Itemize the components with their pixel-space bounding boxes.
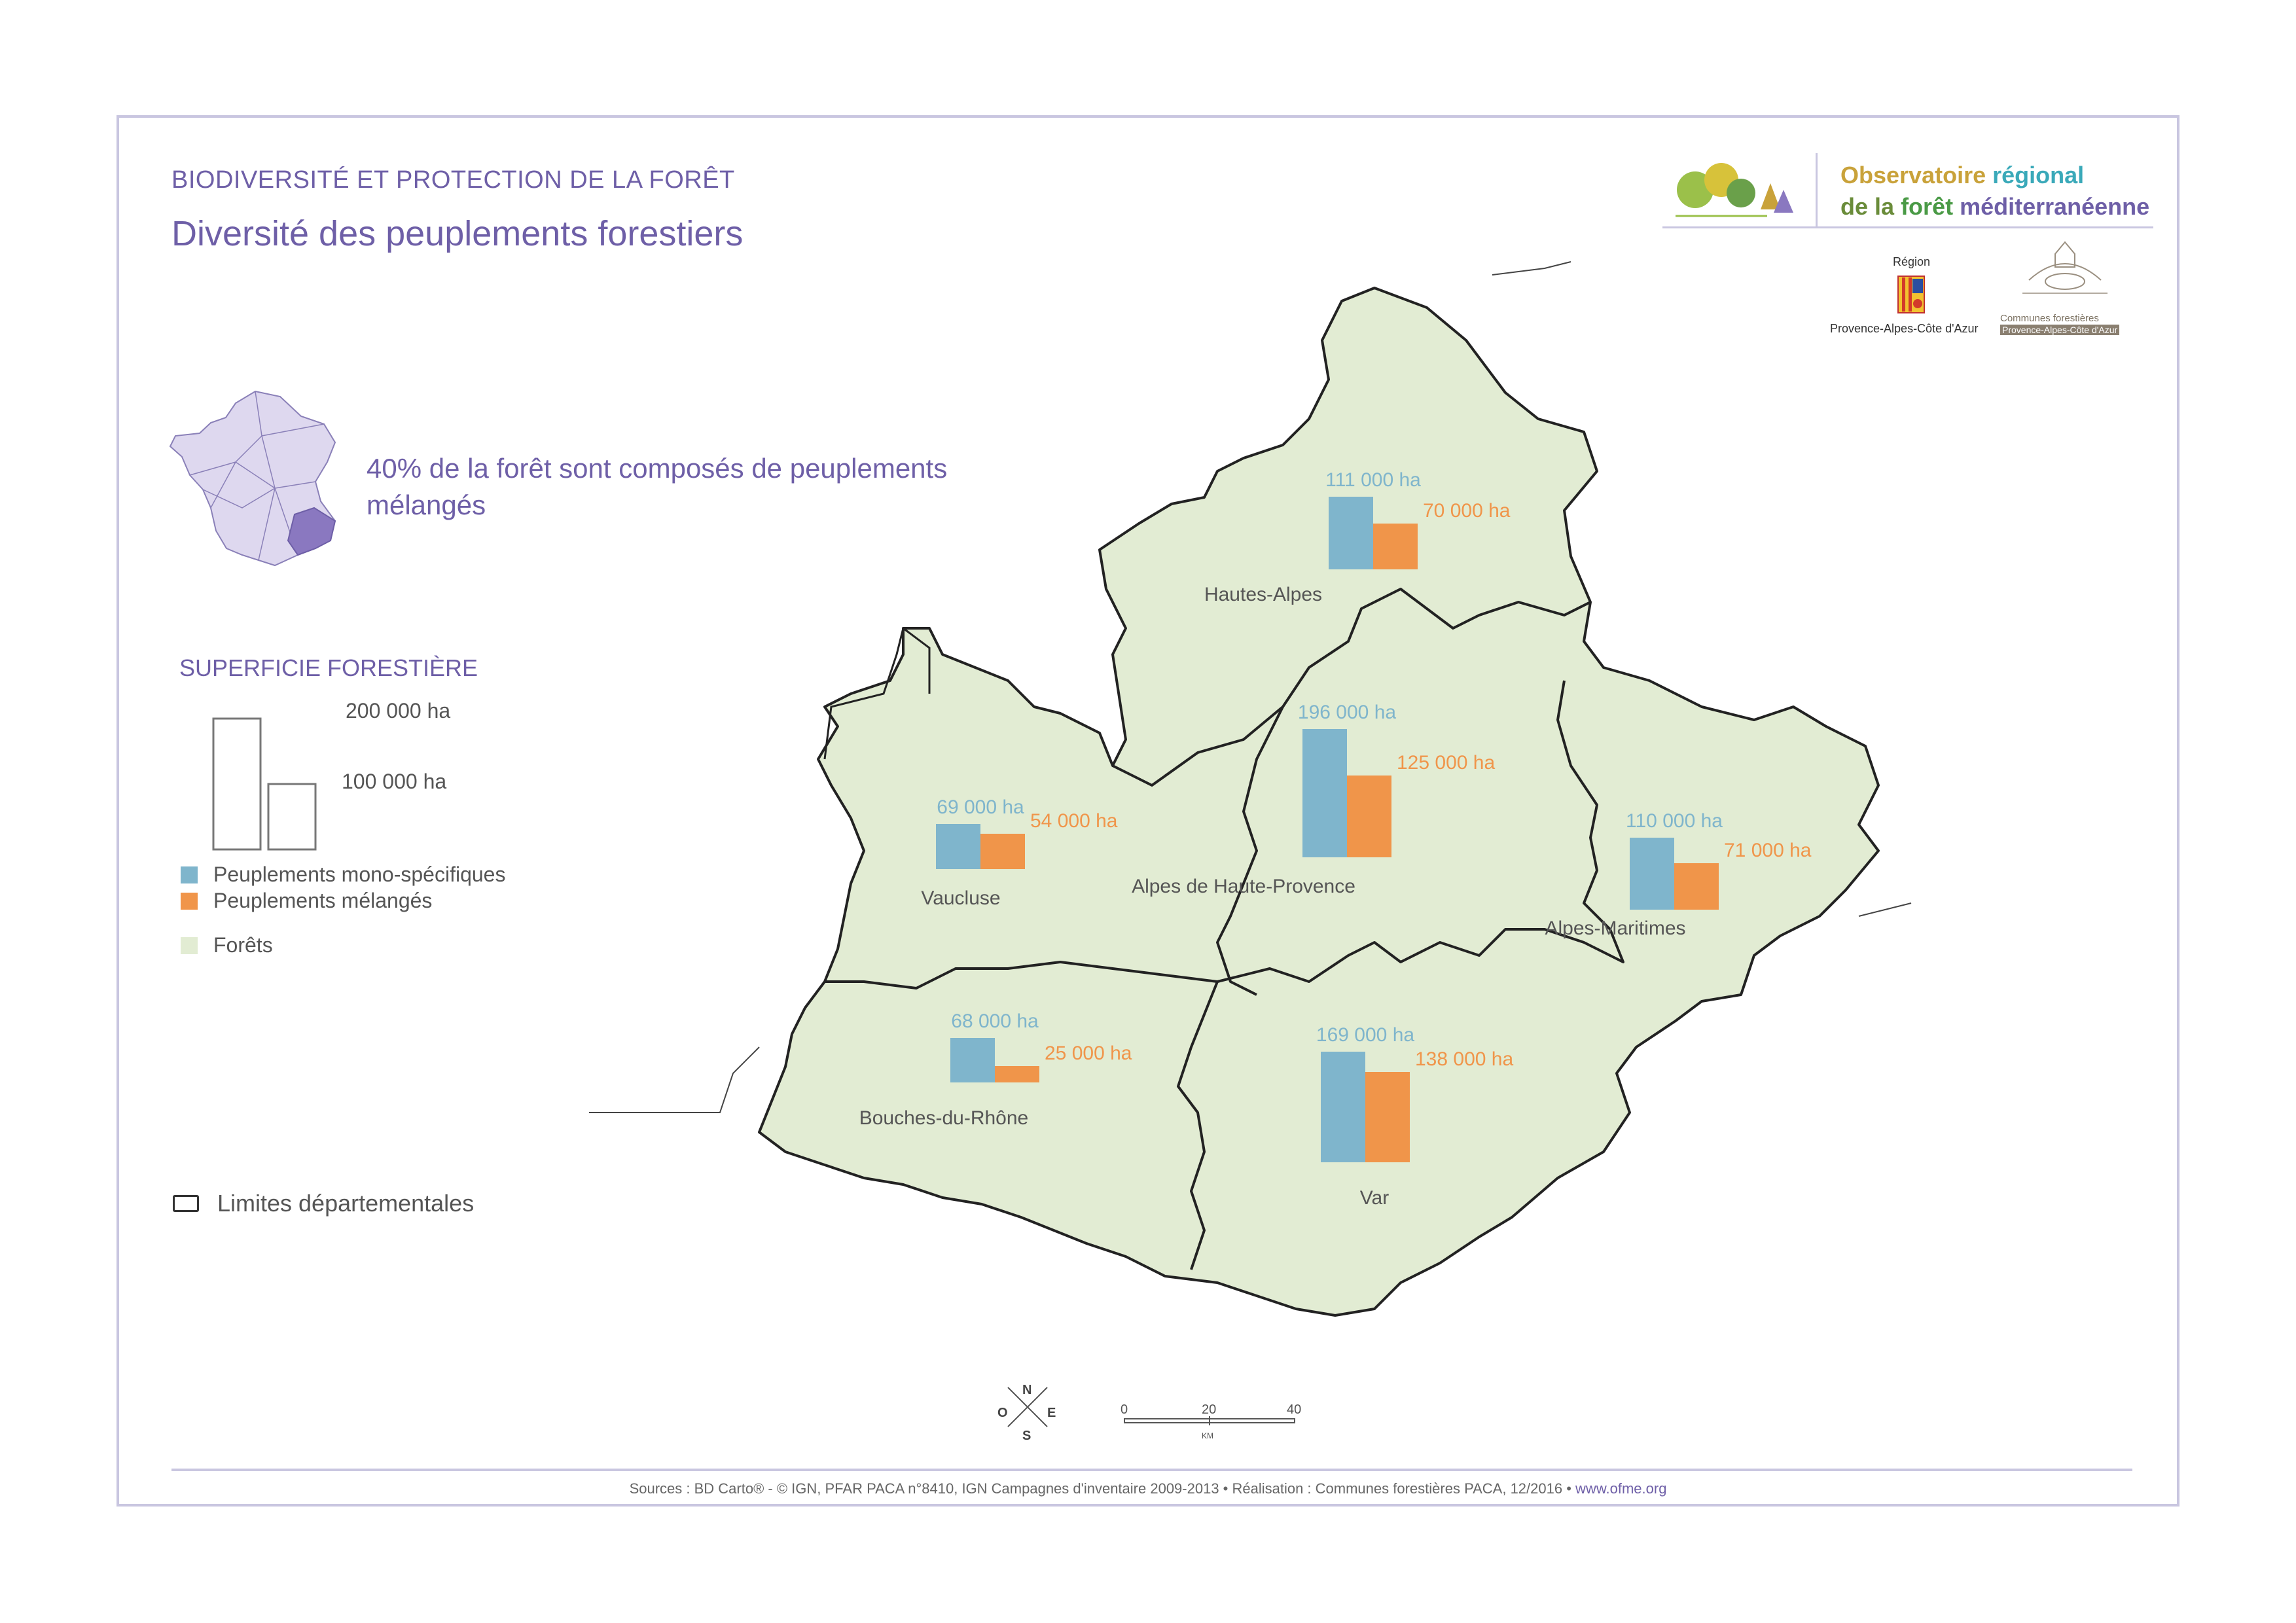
label-melange: 138 000 ha	[1415, 1048, 1513, 1070]
sources-text: Sources : BD Carto® - © IGN, PFAR PACA n…	[629, 1480, 1571, 1497]
legend-forets-label: Forêts	[213, 933, 273, 957]
scale-label-200k: 200 000 ha	[346, 699, 451, 722]
label-dept-name: Var	[1360, 1187, 1389, 1209]
compass-o: O	[997, 1406, 1008, 1420]
mono-swatch	[181, 866, 198, 883]
compass-rose-icon: N S E O	[997, 1383, 1056, 1443]
scale-unit: KM	[1202, 1431, 1213, 1440]
legend-melange-label: Peuplements mélangés	[213, 889, 433, 912]
bar-melange	[1674, 863, 1719, 910]
label-dept-name: Hautes-Alpes	[1204, 584, 1322, 605]
boundary-vaucluse-ahp	[1216, 706, 1284, 996]
ofme-logo-icon	[1676, 163, 1793, 217]
dept-2: 69 000 ha 54 000 ha Vaucluse	[921, 796, 1117, 909]
bar-mono	[1321, 1052, 1365, 1162]
italy-border	[1858, 902, 1912, 917]
obs-word-5: méditerranéenne	[1960, 193, 2150, 220]
obs-word-1: Observatoire	[1840, 162, 1986, 188]
legend-mono-label: Peuplements mono-spécifiques	[213, 863, 506, 886]
stat-text: 40% de la forêt sont composés de peuplem…	[367, 453, 948, 520]
region-label: Région	[1893, 255, 1931, 268]
sources-footer: Sources : BD Carto® - © IGN, PFAR PACA n…	[0, 1480, 2296, 1497]
label-melange: 54 000 ha	[1030, 810, 1118, 832]
scale-bar-100k	[267, 783, 317, 851]
bar-melange	[995, 1066, 1039, 1082]
legend-limites: Limites départementales	[173, 1190, 474, 1217]
label-dept-name: Vaucluse	[921, 887, 1000, 909]
logo-rule	[1662, 226, 2153, 228]
bar-mono	[1630, 838, 1674, 910]
france-regions	[189, 391, 325, 561]
communes-logo-icon	[2022, 241, 2108, 294]
forest-swatch	[181, 936, 198, 954]
boundary-hautes-alpes	[1112, 588, 1591, 787]
scale-bars-legend	[212, 717, 317, 851]
scale-tick-20: 20	[1202, 1402, 1216, 1417]
boundary-swatch	[173, 1195, 199, 1212]
bar-mono	[1302, 729, 1347, 857]
label-dept-name: Alpes de Haute-Provence	[1132, 876, 1355, 897]
bar-mono	[936, 824, 980, 869]
supertitle: BIODIVERSITÉ ET PROTECTION DE LA FORÊT	[171, 166, 735, 194]
dept-4: 68 000 ha 25 000 ha Bouches-du-Rhône	[859, 1010, 1132, 1129]
boundary-vaucluse-west	[823, 627, 931, 760]
bar-melange	[1373, 524, 1418, 569]
bar-mono	[1329, 497, 1373, 569]
obs-word-3: de la	[1840, 193, 1895, 220]
obs-word-2: régional	[1992, 162, 2085, 188]
scale-tick-40: 40	[1287, 1402, 1301, 1417]
website-link[interactable]: www.ofme.org	[1575, 1480, 1667, 1497]
external-borders	[589, 261, 1571, 1113]
superficie-title: SUPERFICIE FORESTIÈRE	[179, 654, 478, 681]
legend-melange: Peuplements mélangés	[181, 889, 432, 913]
france-inset-map	[169, 390, 336, 567]
scale-bar: 0 20 40 KM	[1121, 1402, 1301, 1440]
map-frame	[117, 115, 2179, 1507]
label-dept-name: Alpes-Maritimes	[1545, 918, 1685, 939]
label-mono: 110 000 ha	[1626, 810, 1723, 832]
communes-line-1: Communes forestières	[2000, 313, 2099, 324]
scale-label-100k: 100 000 ha	[342, 770, 447, 793]
footer-rule	[171, 1469, 2132, 1471]
bar-melange	[1347, 776, 1391, 857]
compass-e: E	[1047, 1406, 1056, 1420]
compass-s: S	[1022, 1429, 1031, 1443]
obs-word-4: forêt	[1901, 193, 1954, 220]
paca-highlight	[287, 507, 336, 556]
bar-melange	[980, 834, 1025, 869]
scale-tick-0: 0	[1121, 1402, 1128, 1417]
legend-mono: Peuplements mono-spécifiques	[181, 863, 505, 887]
communes-line-2: Provence-Alpes-Côte d'Azur	[2000, 325, 2120, 335]
page-title: Diversité des peuplements forestiers	[171, 214, 744, 253]
label-melange: 25 000 ha	[1045, 1043, 1132, 1064]
region-shield-icon	[1897, 276, 1925, 313]
label-mono: 69 000 ha	[937, 796, 1024, 818]
melange-swatch	[181, 892, 198, 910]
boundary-vaucluse-bdr	[825, 961, 1218, 990]
observatoire-title: Observatoire régional de la forêt médite…	[1840, 160, 2149, 223]
label-mono: 169 000 ha	[1316, 1024, 1414, 1046]
region-name: Provence-Alpes-Côte d'Azur	[1830, 322, 1979, 335]
boundary-ahp-south	[1217, 680, 1624, 983]
legend-forets: Forêts	[181, 933, 273, 957]
bar-mono	[950, 1038, 995, 1082]
legend-limites-label: Limites départementales	[217, 1190, 475, 1217]
scale-bar-200k	[212, 717, 262, 851]
label-mono: 68 000 ha	[951, 1010, 1039, 1032]
label-mono: 196 000 ha	[1298, 702, 1396, 723]
label-melange: 71 000 ha	[1724, 840, 1812, 861]
label-melange: 70 000 ha	[1423, 500, 1511, 522]
label-melange: 125 000 ha	[1397, 752, 1495, 774]
bar-melange	[1365, 1072, 1410, 1162]
logo-separator	[1816, 153, 1818, 226]
label-mono: 111 000 ha	[1325, 469, 1421, 491]
compass-n: N	[1022, 1383, 1031, 1397]
boundary-bdr-var	[1177, 981, 1219, 1270]
dept-1: 196 000 ha 125 000 ha Alpes de Haute-Prove…	[1132, 702, 1495, 897]
label-dept-name: Bouches-du-Rhône	[859, 1107, 1029, 1129]
